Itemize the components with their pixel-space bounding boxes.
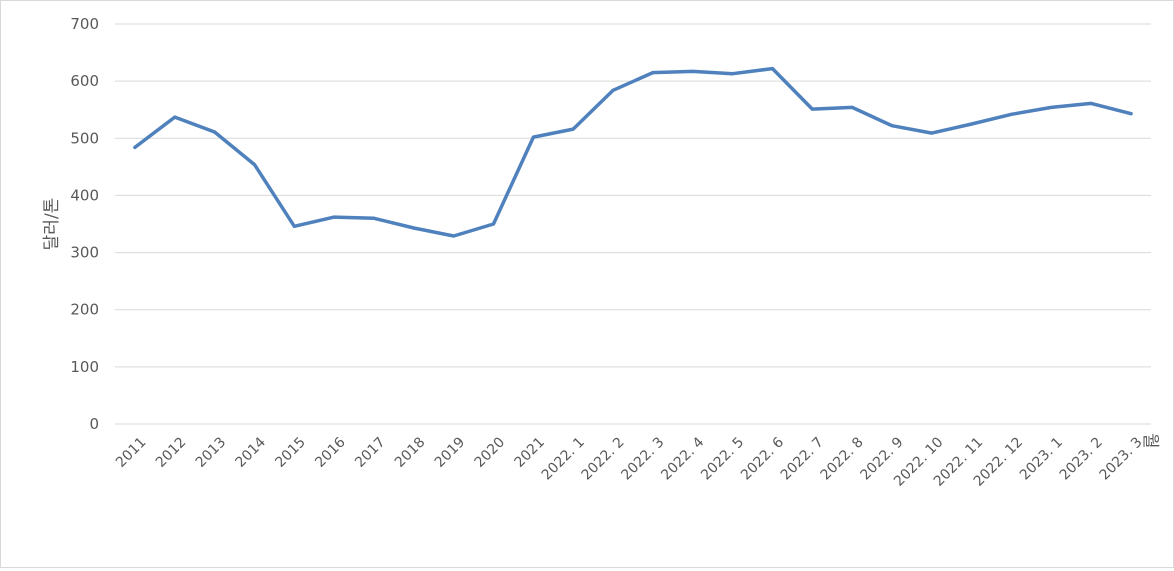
- data-point: [850, 105, 854, 109]
- x-tick-label: 2020: [472, 434, 509, 471]
- x-tick-label: 2012: [153, 434, 190, 471]
- x-tick-label: 2017: [352, 434, 389, 471]
- y-axis-title: 달러/톤: [42, 198, 62, 251]
- y-tick-label: 700: [70, 15, 99, 33]
- data-point: [372, 216, 376, 220]
- x-tick-label: 2023. 1: [1017, 434, 1066, 483]
- series: [133, 66, 1133, 238]
- x-tick-label: 2022. 2: [579, 434, 628, 483]
- x-tick-label: 2019: [432, 434, 469, 471]
- data-point: [611, 88, 615, 92]
- data-point: [810, 107, 814, 111]
- y-tick-label: 0: [89, 415, 99, 433]
- data-point: [691, 69, 695, 73]
- data-point: [412, 226, 416, 230]
- x-tick-label: 2022. 8: [818, 434, 867, 483]
- data-point: [452, 234, 456, 238]
- x-tick-label: 2022. 3: [618, 434, 667, 483]
- y-tick-label: 500: [70, 129, 99, 147]
- data-point: [133, 145, 137, 149]
- x-tick-label: 2011: [113, 434, 150, 471]
- y-tick-label: 300: [70, 244, 99, 262]
- x-tick-label: 2022. 4: [658, 434, 707, 483]
- x-tick-label: 2015: [272, 434, 309, 471]
- y-tick-label: 600: [70, 72, 99, 90]
- data-point: [1010, 112, 1014, 116]
- data-point: [531, 135, 535, 139]
- y-tick-label: 100: [70, 358, 99, 376]
- data-point: [890, 124, 894, 128]
- data-point: [213, 130, 217, 134]
- x-tick-label: 2023. 3: [1097, 434, 1146, 483]
- x-tick-label: 2022. 1: [539, 434, 588, 483]
- data-point: [173, 115, 177, 119]
- data-point: [252, 163, 256, 167]
- x-tick-label: 2023. 2: [1057, 434, 1106, 483]
- data-point: [970, 122, 974, 126]
- x-tick-label: 2014: [233, 434, 270, 471]
- x-axis-unit-label: 월: [1140, 433, 1160, 449]
- data-point: [492, 222, 496, 226]
- y-axis-ticks: 0 100 200 300 400 500 600 700: [70, 15, 99, 433]
- x-tick-label: 2022. 6: [738, 434, 787, 483]
- x-tick-label: 2013: [193, 434, 230, 471]
- x-tick-label: 2022. 7: [778, 434, 827, 483]
- x-tick-label: 2016: [312, 434, 349, 471]
- series-line: [133, 66, 1133, 238]
- data-point: [332, 215, 336, 219]
- x-tick-label: 2021: [511, 434, 548, 471]
- data-point: [292, 224, 296, 228]
- data-point: [1049, 105, 1053, 109]
- data-point: [1089, 101, 1093, 105]
- x-tick-label: 2022. 5: [698, 434, 747, 483]
- data-point: [571, 127, 575, 131]
- y-tick-label: 400: [70, 186, 99, 204]
- data-point: [1129, 112, 1133, 116]
- data-point: [770, 67, 774, 71]
- data-point: [651, 71, 655, 75]
- data-point: [731, 72, 735, 76]
- data-point: [930, 131, 934, 135]
- x-axis-ticks: 2011 2012 2013 2014 2015 2016 2017 2018 2019 2020…: [113, 434, 1146, 489]
- x-tick-label: 2018: [392, 434, 429, 471]
- gridlines: [115, 23, 1151, 425]
- y-tick-label: 200: [70, 301, 99, 319]
